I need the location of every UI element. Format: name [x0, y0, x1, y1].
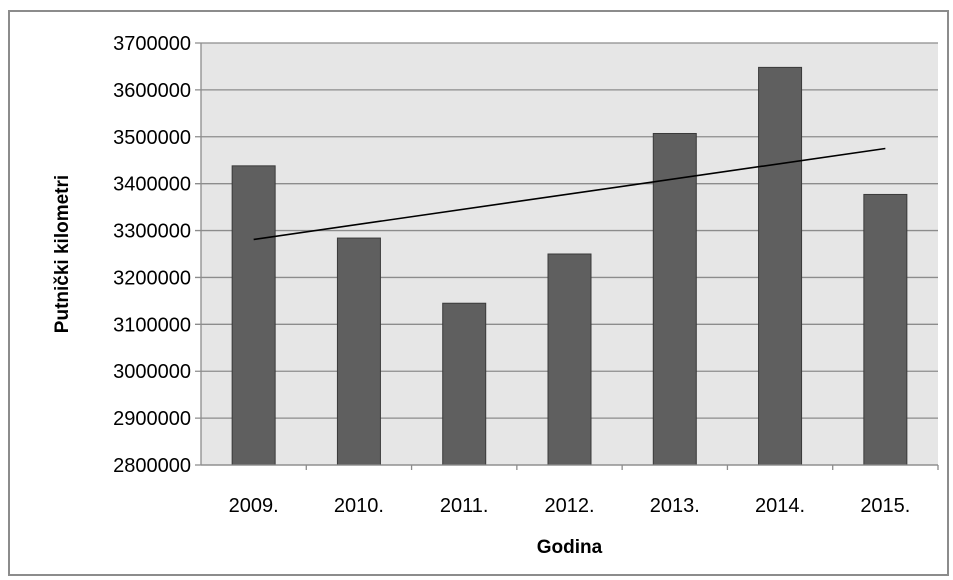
y-tick-label: 2800000 — [113, 455, 191, 477]
x-tick-label: 2010. — [334, 495, 384, 517]
y-axis-title: Putnički kilometri — [52, 175, 73, 333]
y-tick-label: 3500000 — [113, 127, 191, 149]
bar — [442, 302, 487, 466]
x-tick-label: 2011. — [440, 495, 489, 517]
x-axis-title: Godina — [537, 537, 603, 558]
x-tick-label: 2009. — [229, 495, 279, 517]
bars — [231, 66, 908, 466]
bar — [863, 193, 908, 466]
x-tick-label: 2012. — [544, 495, 594, 517]
bar — [652, 132, 697, 466]
y-tick-label: 3100000 — [113, 314, 191, 336]
y-tick-label: 3300000 — [113, 221, 191, 243]
x-tick-label: 2015. — [860, 495, 910, 517]
y-tick-label: 2900000 — [113, 408, 191, 430]
y-tick-label: 3000000 — [113, 361, 191, 383]
y-tick-label: 3600000 — [113, 80, 191, 102]
y-tick-label: 3200000 — [113, 267, 191, 289]
y-tick-label: 3700000 — [113, 33, 191, 55]
bar — [336, 237, 381, 466]
bar — [547, 253, 592, 466]
bar — [758, 66, 803, 466]
y-axis-ticks: 2800000 2900000 3000000 3100000 3200000 33000… — [113, 33, 191, 477]
x-tick-label: 2013. — [650, 495, 700, 517]
x-axis-ticks: 2009. 2010. 2011. 2012. 2013. 2014. 2015. — [229, 465, 939, 517]
bar — [231, 165, 276, 466]
trend-line — [253, 147, 886, 241]
x-tick-label: 2014. — [755, 495, 805, 517]
y-tick-label: 3400000 — [113, 174, 191, 196]
